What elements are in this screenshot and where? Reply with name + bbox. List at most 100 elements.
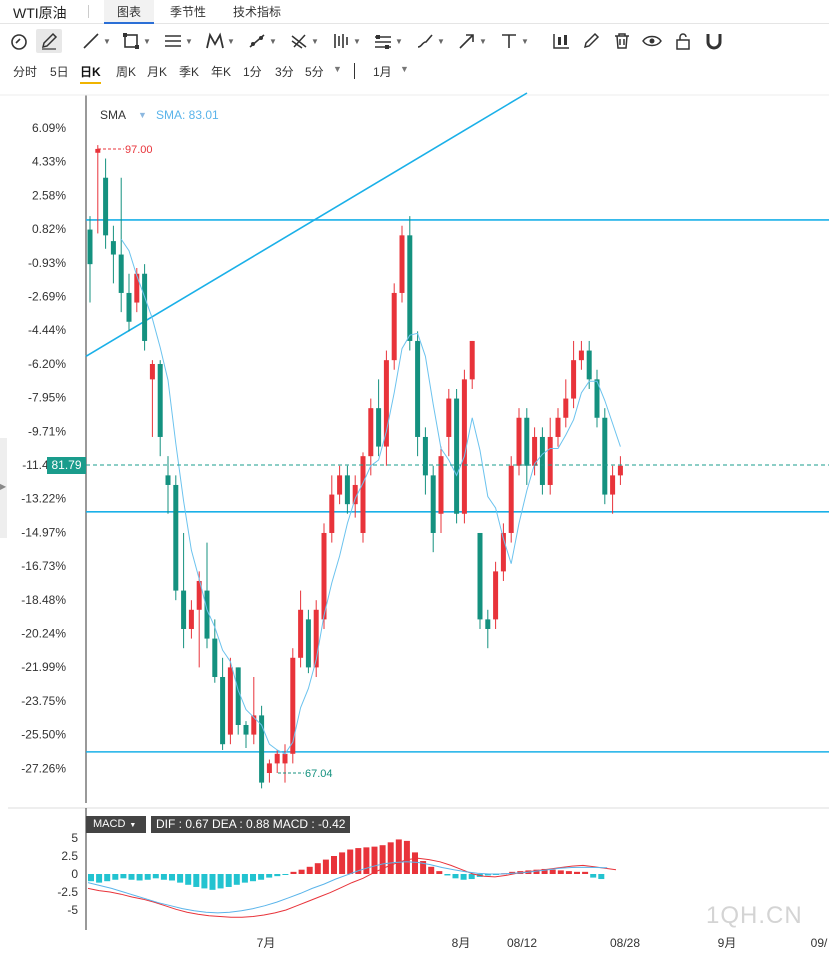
text-icon[interactable]: ▼ — [498, 29, 529, 53]
period-yearly[interactable]: 年K — [211, 65, 232, 79]
candle-style-icon[interactable] — [550, 29, 572, 53]
brush-icon[interactable]: ▼ — [414, 29, 445, 53]
y-tick-label: -14.97% — [21, 525, 66, 539]
candle-body — [586, 350, 592, 380]
macd-bar — [241, 874, 248, 883]
macd-y-axis-labels: 5 2.5 0 -2.5 -5 — [57, 831, 78, 917]
fib-retracement-icon[interactable]: ▼ — [246, 29, 277, 53]
trash-icon[interactable] — [611, 29, 633, 53]
x-tick-label: 09/ — [811, 936, 828, 950]
period-5day[interactable]: 5日 — [50, 65, 69, 79]
pencil-icon[interactable] — [36, 29, 62, 53]
macd-bar — [250, 874, 256, 882]
macd-bar — [160, 874, 167, 880]
y-tick-label: 2.58% — [32, 188, 66, 202]
min-annotation: 67.04 — [278, 768, 333, 780]
edit-icon[interactable] — [580, 29, 602, 53]
sma-legend-value: SMA: 83.01 — [156, 108, 219, 122]
macd-bar — [152, 874, 159, 879]
macd-bar — [331, 856, 337, 874]
macd-bar — [347, 849, 354, 874]
candle-body — [352, 484, 358, 505]
candle-body — [305, 619, 311, 668]
period-more-dropdown-icon[interactable]: ▼ — [333, 64, 342, 74]
candle-body — [438, 456, 444, 514]
candle-body — [610, 475, 616, 495]
candle-body — [212, 638, 218, 677]
candle-body — [508, 465, 514, 533]
magnet-icon[interactable] — [8, 29, 30, 53]
macd-bar — [484, 874, 491, 876]
ruler-icon[interactable]: ▼ — [372, 29, 403, 53]
period-5min[interactable]: 5分 — [305, 65, 324, 79]
bar-pattern-icon[interactable]: ▼ — [330, 29, 361, 53]
candle-body — [563, 398, 569, 418]
period-monthly[interactable]: 月K — [147, 65, 168, 79]
period-3min[interactable]: 3分 — [275, 65, 294, 79]
macd-y-tick-label: 5 — [71, 831, 78, 845]
candle-body — [391, 292, 397, 361]
macd-bar — [582, 871, 589, 874]
y-tick-label: -21.99% — [21, 660, 66, 674]
period-intraday[interactable]: 分时 — [13, 65, 38, 79]
range-dropdown-icon[interactable]: ▼ — [400, 64, 409, 74]
candle-body — [493, 571, 499, 620]
y-tick-label: -23.75% — [21, 694, 66, 708]
macd-bar — [557, 870, 564, 874]
tab-technical[interactable]: 技术指标 — [232, 5, 281, 19]
macd-y-tick-label: -2.5 — [57, 885, 78, 899]
gann-icon[interactable]: ▼ — [288, 29, 319, 53]
x-tick-label: 9月 — [718, 936, 737, 950]
parallel-channel-icon[interactable]: ▼ — [162, 29, 193, 53]
current-price-tag: 81.79 — [47, 457, 86, 474]
candle-body — [95, 148, 101, 153]
candle-body — [87, 229, 93, 265]
tab-divider — [88, 5, 89, 18]
dropdown-icon: ▼ — [353, 36, 361, 46]
macd-label: MACD — [93, 818, 126, 830]
candle-body — [430, 475, 436, 533]
dropdown-icon: ▼ — [395, 36, 403, 46]
min-label: 67.04 — [305, 768, 333, 780]
x-axis-labels: 7月 8月 08/12 08/28 9月 09/ — [257, 936, 828, 950]
period-quarterly[interactable]: 季K — [179, 65, 200, 79]
tab-seasonal[interactable]: 季节性 — [169, 5, 206, 19]
sma-line — [120, 238, 621, 755]
macd-bar — [258, 874, 265, 880]
dropdown-icon: ▼ — [103, 36, 111, 46]
candle-body — [368, 408, 374, 457]
side-panel-toggle[interactable]: ▶ — [0, 438, 7, 538]
rectangle-icon[interactable]: ▼ — [120, 29, 151, 53]
macd-bar — [104, 874, 111, 882]
dropdown-icon: ▼ — [143, 36, 151, 46]
line-icon[interactable]: ▼ — [80, 29, 111, 53]
candle-body — [110, 241, 116, 255]
candle-body — [329, 494, 335, 533]
candle-body — [165, 475, 171, 485]
macd-bar — [444, 874, 451, 876]
macd-dea-line — [87, 861, 608, 914]
period-weekly[interactable]: 周K — [116, 65, 137, 79]
macd-bar — [339, 852, 346, 874]
y-tick-label: -2.69% — [28, 290, 66, 304]
tab-chart[interactable]: 图表 — [104, 0, 154, 24]
eye-icon[interactable] — [641, 29, 663, 53]
period-1min[interactable]: 1分 — [243, 65, 262, 79]
range-selector[interactable]: 1月 — [373, 65, 392, 79]
candle-body — [259, 715, 265, 783]
macd-bar — [355, 848, 362, 874]
macd-bar — [322, 859, 329, 874]
macd-indicator-button[interactable]: MACD ▼ — [86, 816, 146, 833]
y-tick-label: -16.73% — [21, 559, 66, 573]
arrow-icon[interactable]: ▼ — [456, 29, 487, 53]
macd-bar — [395, 839, 402, 874]
instrument-title: WTI原油 — [13, 5, 67, 21]
magnet-u-icon[interactable] — [703, 29, 725, 53]
pattern-icon[interactable]: ▼ — [204, 29, 235, 53]
lock-icon[interactable] — [672, 29, 694, 53]
period-daily[interactable]: 日K — [80, 63, 101, 84]
sma-dropdown-icon[interactable]: ▼ — [138, 110, 147, 120]
macd-bar — [201, 874, 208, 889]
candle-body — [454, 398, 460, 514]
